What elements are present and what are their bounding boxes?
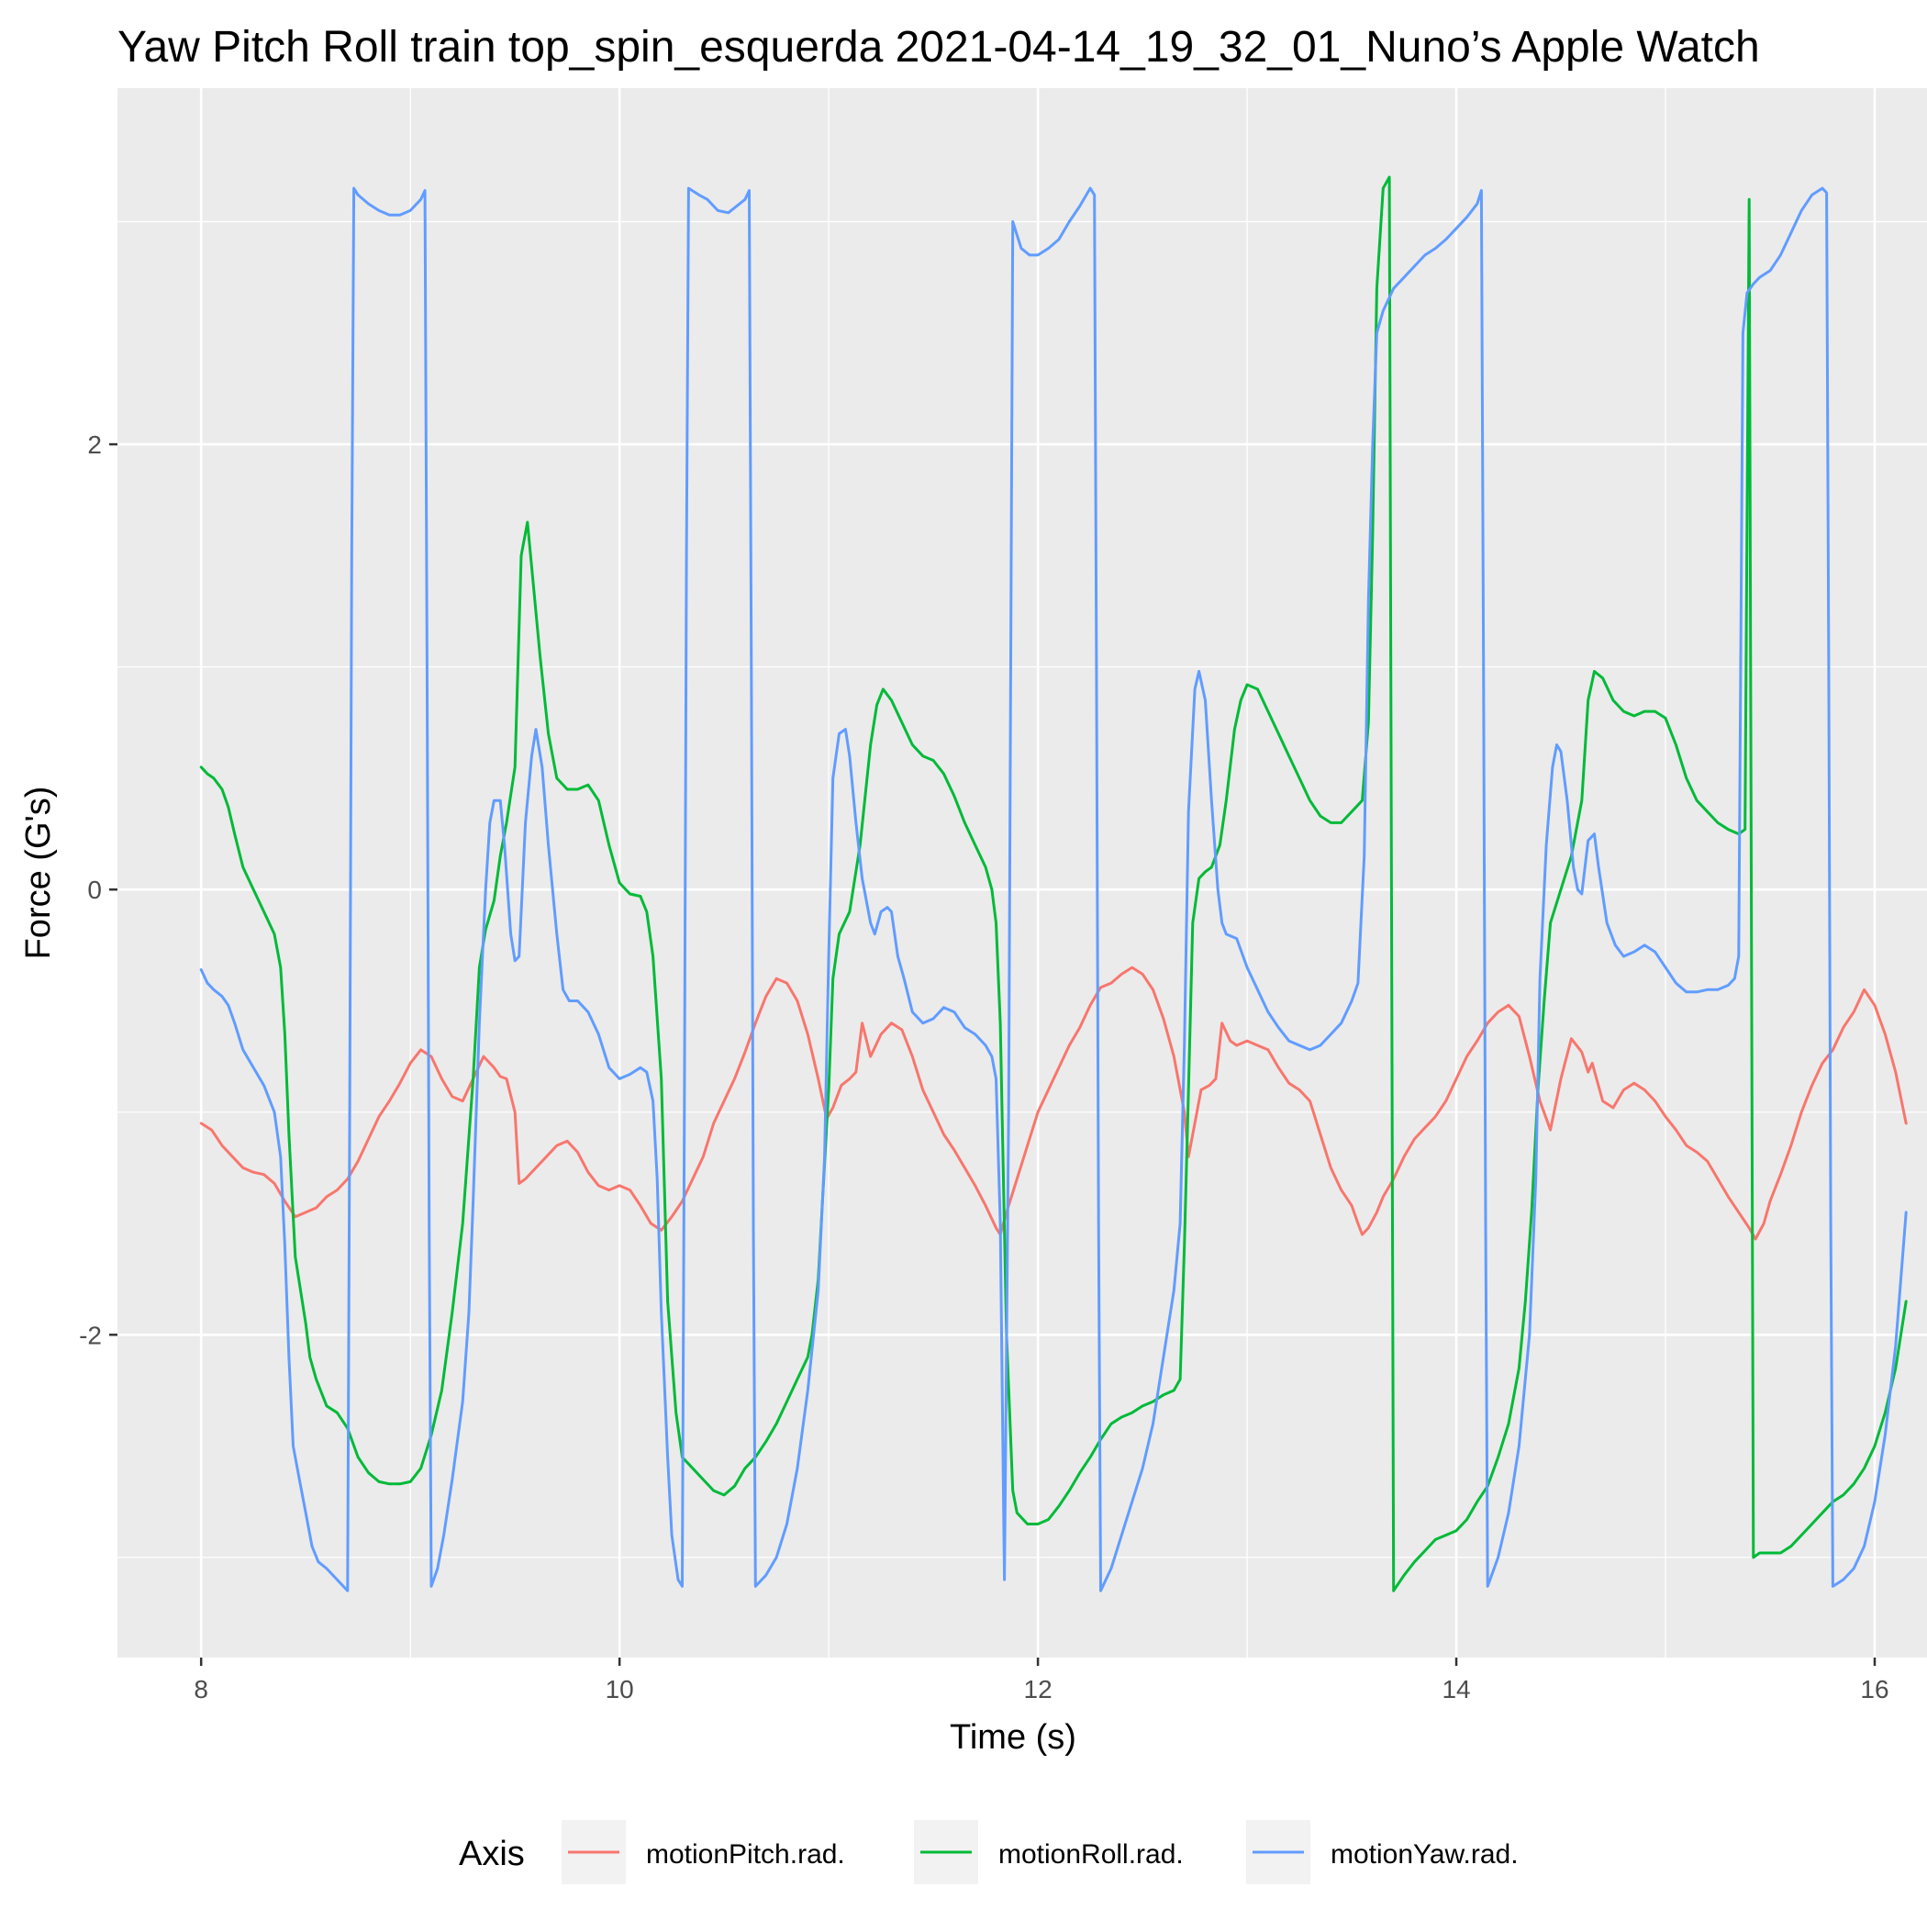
minor-gridlines — [117, 88, 1927, 1658]
x-tick-label: 10 — [606, 1675, 634, 1703]
legend-label: motionYaw.rad. — [1331, 1839, 1519, 1870]
y-tick-label: 0 — [87, 876, 102, 904]
series-layer — [199, 175, 1908, 1592]
x-tick-label: 14 — [1442, 1675, 1470, 1703]
x-axis: 8 10 12 14 16 — [194, 1658, 1889, 1703]
chart-title: Yaw Pitch Roll train top_spin_esquerda 2… — [117, 23, 1760, 72]
y-axis: -2 0 2 — [79, 430, 117, 1349]
major-gridlines — [117, 88, 1927, 1658]
legend-title: Axis — [459, 1835, 525, 1873]
y-axis-title: Force (G's) — [19, 787, 58, 960]
y-tick-label: -2 — [79, 1321, 102, 1349]
series-line-motionyawrad — [199, 186, 1908, 1592]
x-tick-label: 12 — [1024, 1675, 1053, 1703]
x-axis-title: Time (s) — [950, 1718, 1076, 1757]
y-tick-label: 2 — [87, 430, 102, 459]
series-line-motionpitchrad — [199, 966, 1908, 1241]
x-tick-label: 8 — [194, 1675, 208, 1703]
legend-label: motionPitch.rad. — [646, 1839, 845, 1870]
legend: Axis motionPitch.rad. motionRoll.rad. moti… — [459, 1820, 1519, 1884]
plot-panel — [117, 88, 1927, 1658]
legend-label: motionRoll.rad. — [998, 1839, 1184, 1870]
x-tick-label: 16 — [1860, 1675, 1888, 1703]
